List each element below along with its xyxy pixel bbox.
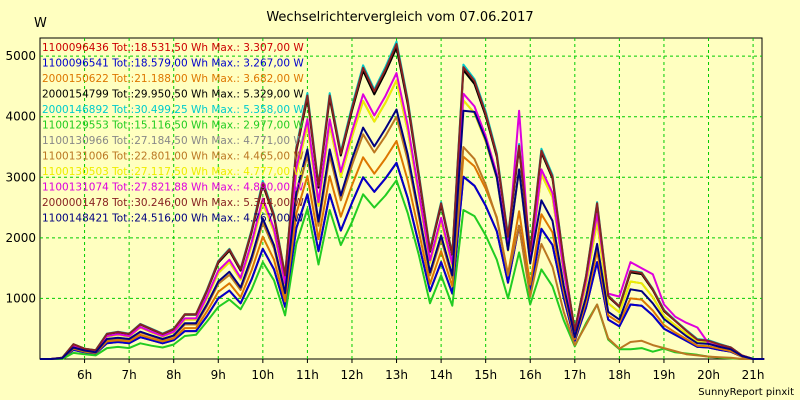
x-tick-label: 10h	[251, 368, 274, 382]
legend-entry-2000150622: 2000150622 Tot.:21.188,00 Wh Max.: 3.682…	[42, 73, 304, 85]
plot-area-border	[39, 37, 763, 360]
legend-entry-1100130503: 1100130503 Tot.:27.117,50 Wh Max.: 4.777…	[42, 166, 304, 178]
legend-entry-1100096436: 1100096436 Tot.:18.531,50 Wh Max.: 3.307…	[42, 42, 304, 54]
x-tick-label: 15h	[474, 368, 497, 382]
series-line-2000150622	[40, 140, 765, 360]
x-tick-label: 6h	[77, 368, 92, 382]
legend-entry-1100130966: 1100130966 Tot.:27.184,50 Wh Max.: 4.771…	[42, 135, 304, 147]
legend-entry-1100131074: 1100131074 Tot.:27.821,88 Wh Max.: 4.890…	[42, 182, 304, 194]
x-tick-label: 21h	[742, 368, 765, 382]
x-tick-label: 18h	[608, 368, 631, 382]
x-tick-label: 20h	[697, 368, 720, 382]
y-axis-unit-label: W	[34, 16, 47, 31]
legend-entry-2000001478: 2000001478 Tot.:30.246,00 Wh Max.: 5.344…	[42, 197, 304, 209]
legend-entry-1100096541: 1100096541 Tot.:18.579,00 Wh Max.: 3.267…	[42, 58, 304, 70]
series-line-1100131074	[40, 72, 765, 360]
y-tick-label: 3000	[5, 170, 36, 184]
legend-entry-2000146892: 2000146892 Tot.:30.499,25 Wh Max.: 5.358…	[42, 104, 304, 116]
y-tick-label: 2000	[5, 231, 36, 245]
series-line-2000001478	[40, 43, 765, 360]
x-tick-label: 19h	[653, 368, 676, 382]
y-tick-label: 5000	[5, 49, 36, 63]
y-tick-label: 1000	[5, 291, 36, 305]
y-tick-label: 4000	[5, 110, 36, 124]
x-tick-label: 12h	[341, 368, 364, 382]
x-tick-label: 13h	[385, 368, 408, 382]
series-line-1100148421	[40, 108, 765, 360]
chart-title: Wechselrichtervergleich vom 07.06.2017	[266, 10, 534, 25]
x-tick-label: 7h	[122, 368, 137, 382]
legend-entry-1100129553: 1100129553 Tot.:15.116,50 Wh Max.: 2.977…	[42, 120, 304, 132]
legend-entry-2000154799: 2000154799 Tot.:29.950,50 Wh Max.: 5.329…	[42, 89, 304, 101]
x-tick-label: 14h	[430, 368, 453, 382]
series-line-1100129553	[40, 179, 765, 360]
legend-entry-1100131006: 1100131006 Tot.:22.801,00 Wh Max.: 4.465…	[42, 151, 304, 163]
report-credit: SunnyReport pinxit	[698, 387, 794, 398]
x-tick-label: 11h	[296, 368, 319, 382]
x-tick-label: 8h	[166, 368, 181, 382]
legend-entry-1100148421: 1100148421 Tot.:24.516,00 Wh Max.: 4.767…	[42, 213, 304, 225]
series-line-1100096541	[40, 161, 765, 360]
x-tick-label: 9h	[211, 368, 226, 382]
x-tick-label: 16h	[519, 368, 542, 382]
x-tick-label: 17h	[563, 368, 586, 382]
